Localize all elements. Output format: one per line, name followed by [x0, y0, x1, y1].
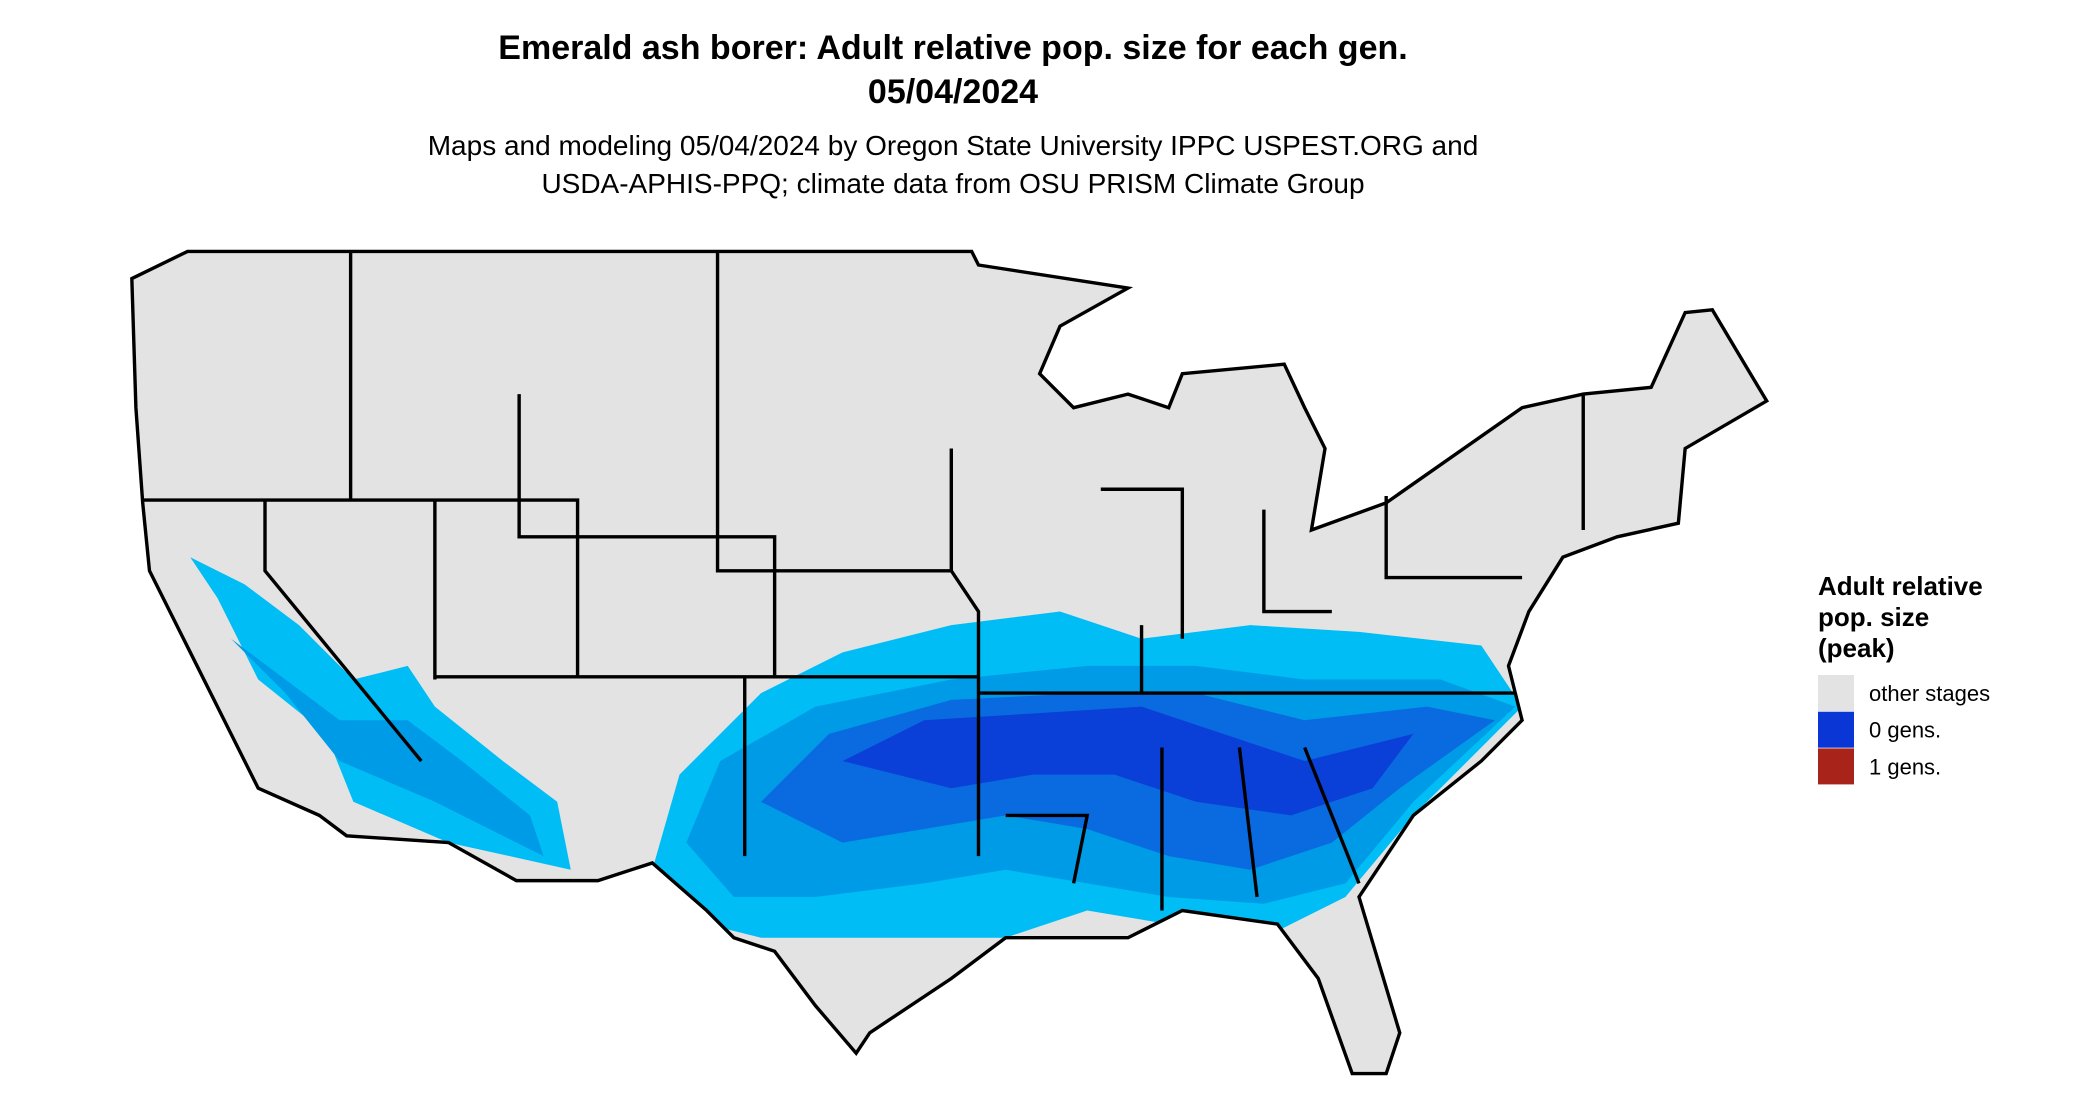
legend-swatch — [1818, 711, 1854, 748]
legend: other stages 0 gens. 1 gens. — [1818, 675, 1990, 785]
legend-swatch — [1818, 675, 1854, 711]
legend-swatch — [1818, 748, 1854, 785]
title: Emerald ash borer: Adult relative pop. s… — [498, 29, 1407, 67]
legend-title: (peak) — [1818, 633, 1895, 663]
legend-title: pop. size — [1818, 602, 1929, 632]
state-borders — [130, 249, 1769, 1076]
legend-label: 0 gens. — [1869, 718, 1941, 743]
legend-title: Adult relative — [1818, 571, 1983, 601]
legend-label: 1 gens. — [1869, 754, 1941, 779]
map — [130, 249, 1769, 1076]
subtitle: Maps and modeling 05/04/2024 by Oregon S… — [428, 130, 1479, 161]
title-date: 05/04/2024 — [868, 73, 1038, 111]
legend-label: other stages — [1869, 681, 1990, 706]
subtitle: USDA-APHIS-PPQ; climate data from OSU PR… — [541, 168, 1364, 199]
